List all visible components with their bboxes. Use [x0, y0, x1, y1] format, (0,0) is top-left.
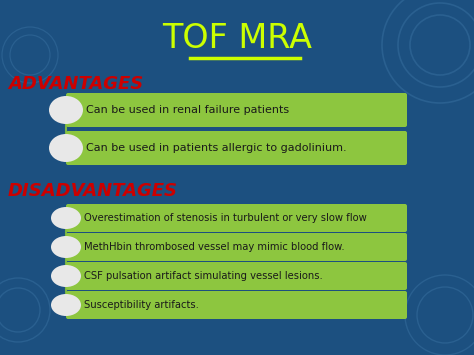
Ellipse shape [51, 207, 81, 229]
FancyBboxPatch shape [66, 291, 407, 319]
Text: TOF MRA: TOF MRA [162, 22, 312, 55]
Ellipse shape [51, 294, 81, 316]
Text: DISADVANTAGES: DISADVANTAGES [8, 182, 178, 200]
FancyBboxPatch shape [66, 93, 407, 127]
Text: Can be used in patients allergic to gadolinium.: Can be used in patients allergic to gado… [86, 143, 346, 153]
Ellipse shape [51, 236, 81, 258]
FancyBboxPatch shape [66, 131, 407, 165]
Text: MethHbin thrombosed vessel may mimic blood flow.: MethHbin thrombosed vessel may mimic blo… [84, 242, 345, 252]
FancyBboxPatch shape [66, 204, 407, 232]
Ellipse shape [49, 96, 83, 124]
FancyBboxPatch shape [66, 233, 407, 261]
Text: Overestimation of stenosis in turbulent or very slow flow: Overestimation of stenosis in turbulent … [84, 213, 367, 223]
Ellipse shape [49, 134, 83, 162]
Text: Can be used in renal failure patients: Can be used in renal failure patients [86, 105, 289, 115]
Text: Susceptibility artifacts.: Susceptibility artifacts. [84, 300, 199, 310]
Text: CSF pulsation artifact simulating vessel lesions.: CSF pulsation artifact simulating vessel… [84, 271, 323, 281]
Ellipse shape [51, 265, 81, 287]
FancyBboxPatch shape [66, 262, 407, 290]
Text: ADVANTAGES: ADVANTAGES [8, 75, 143, 93]
